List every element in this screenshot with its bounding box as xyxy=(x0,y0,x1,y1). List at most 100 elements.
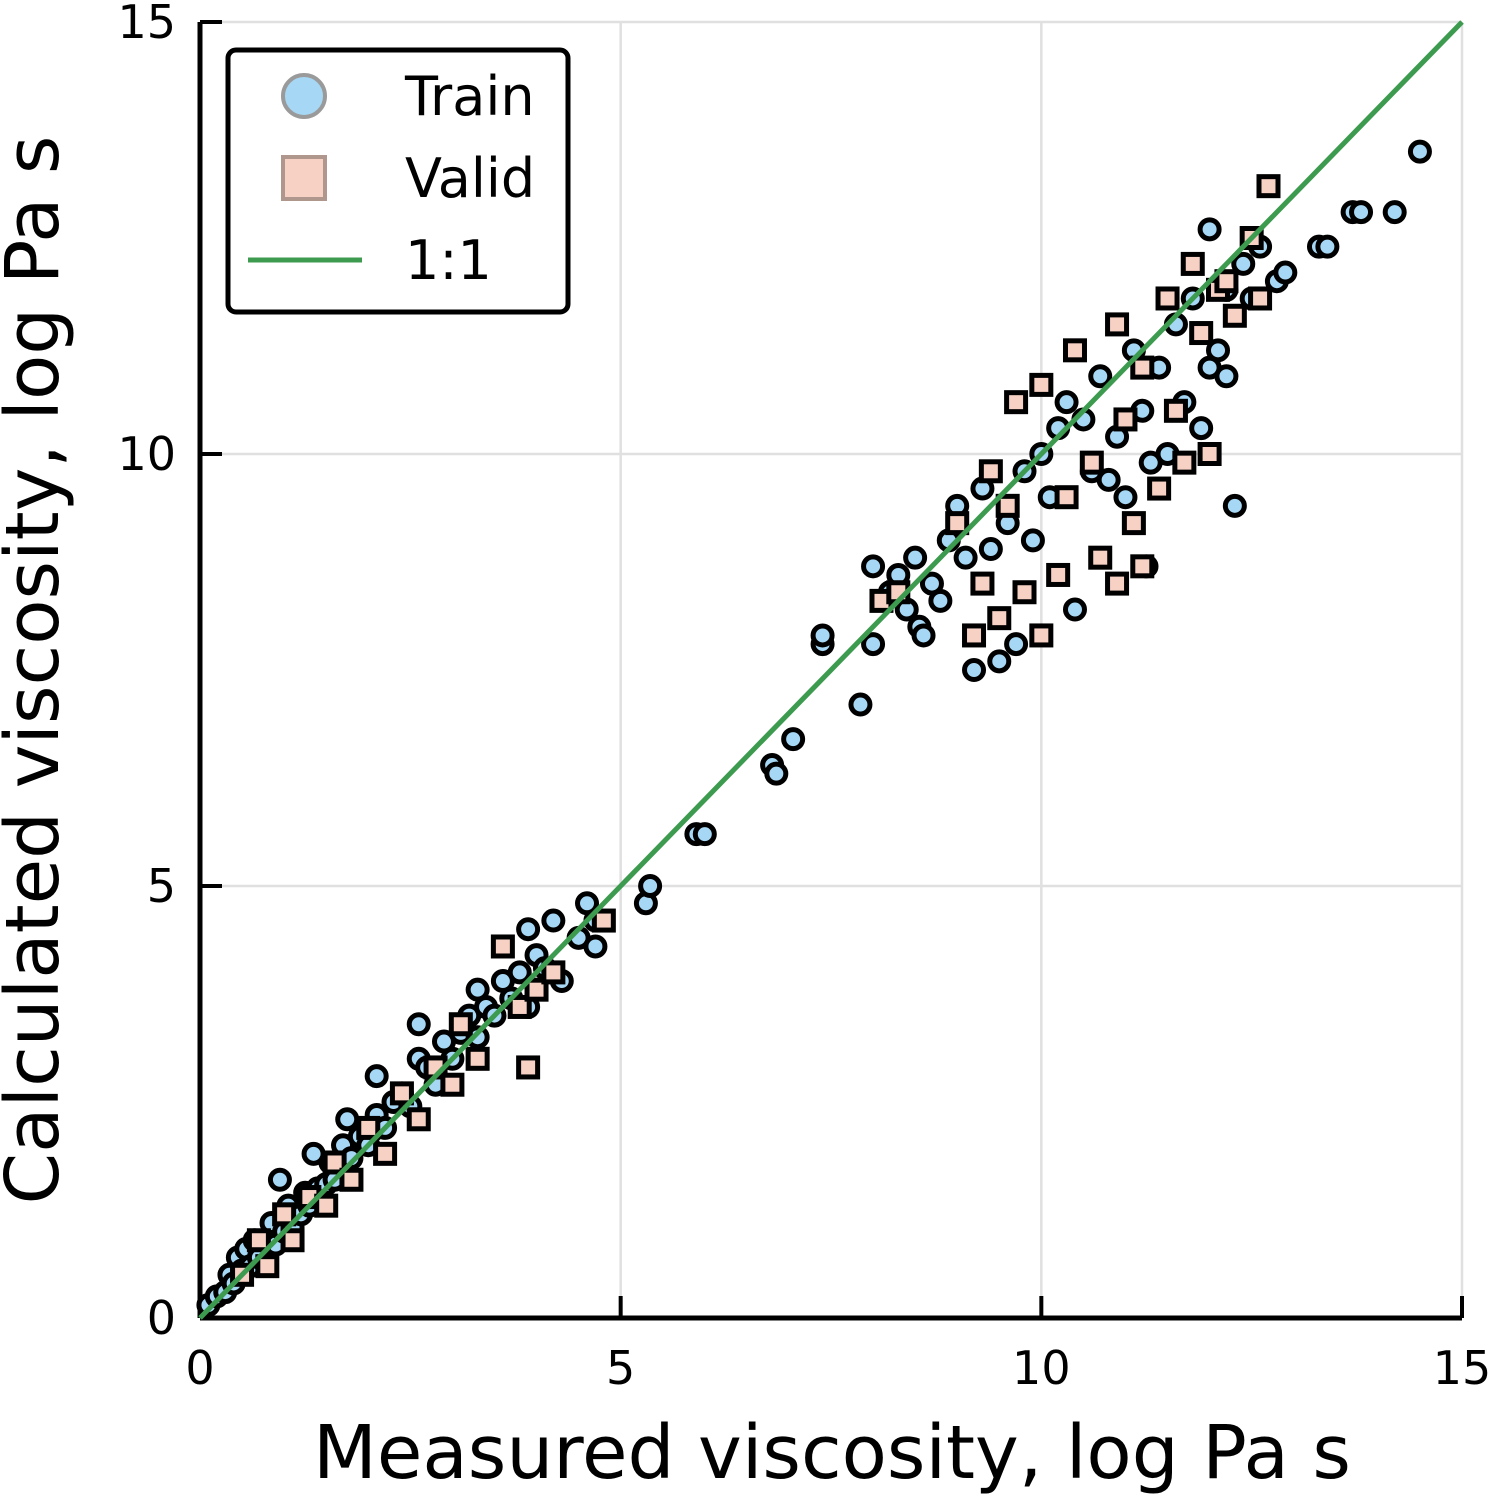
series-line-1-1 xyxy=(198,20,1464,1320)
train-point xyxy=(1349,200,1374,225)
valid-point xyxy=(246,1228,271,1253)
train-point xyxy=(516,917,541,942)
valid-point xyxy=(389,1081,414,1106)
valid-point xyxy=(1155,286,1180,311)
valid-point xyxy=(1113,407,1138,432)
valid-point xyxy=(1012,580,1037,605)
valid-point xyxy=(1222,303,1247,328)
train-point xyxy=(692,822,717,847)
valid-point xyxy=(970,571,995,596)
y-axis-title: Calculated viscosity, log Pa s xyxy=(0,136,76,1205)
valid-point xyxy=(1197,442,1222,466)
valid-point xyxy=(962,623,987,648)
y-tick-label: 10 xyxy=(117,427,176,481)
valid-point xyxy=(516,1055,541,1080)
valid-point xyxy=(356,1115,381,1140)
valid-point xyxy=(1105,571,1130,596)
axis-ticks: 0 5 10 15 0 5 10 15 xyxy=(117,0,1491,1395)
valid-point xyxy=(1105,312,1130,337)
train-point xyxy=(1197,217,1222,242)
valid-point xyxy=(1062,338,1087,363)
train-point xyxy=(911,623,936,648)
train-point xyxy=(541,908,566,933)
train-point xyxy=(465,1025,490,1050)
x-tick-label: 15 xyxy=(1433,1341,1492,1395)
y-tick-label: 0 xyxy=(147,1291,176,1345)
plot-frame xyxy=(197,22,1462,1321)
valid-point xyxy=(272,1202,297,1227)
valid-point xyxy=(978,459,1003,484)
valid-point xyxy=(1180,251,1205,276)
valid-point xyxy=(1004,390,1029,415)
valid-point xyxy=(406,1107,431,1132)
y-tick-label: 5 xyxy=(147,859,176,913)
train-point xyxy=(903,545,928,570)
valid-point xyxy=(1248,286,1273,311)
train-point xyxy=(1273,260,1298,285)
train-point xyxy=(978,537,1003,562)
valid-point xyxy=(1029,372,1054,397)
x-tick-label: 5 xyxy=(606,1341,635,1395)
valid-point xyxy=(373,1141,398,1166)
valid-point xyxy=(1121,511,1146,536)
train-point xyxy=(638,874,663,898)
train-point xyxy=(1189,416,1214,441)
train-point xyxy=(1113,485,1138,510)
train-point xyxy=(1407,139,1432,164)
valid-point xyxy=(1163,398,1188,423)
train-point xyxy=(861,554,886,579)
train-point xyxy=(781,727,806,752)
train-point xyxy=(1096,467,1121,492)
train-point xyxy=(987,649,1012,674)
train-point xyxy=(335,1107,360,1132)
legend-label: Train xyxy=(404,65,535,128)
train-point xyxy=(962,658,987,682)
train-point xyxy=(267,1167,292,1192)
valid-point xyxy=(524,977,549,1002)
valid-point xyxy=(322,1150,347,1175)
train-point xyxy=(810,623,835,648)
valid-point xyxy=(591,908,616,933)
train-point xyxy=(1088,364,1113,389)
train-point xyxy=(764,761,789,786)
valid-point xyxy=(1046,562,1071,587)
x-tick-label: 10 xyxy=(1012,1341,1071,1395)
legend-label: 1:1 xyxy=(405,229,492,292)
valid-point xyxy=(1172,450,1197,475)
valid-point xyxy=(1130,554,1155,579)
train-point xyxy=(848,692,873,717)
valid-point xyxy=(995,493,1020,518)
x-axis-title: Measured viscosity, log Pa s xyxy=(313,1410,1351,1496)
valid-point xyxy=(1054,485,1079,510)
train-point xyxy=(1222,493,1247,518)
train-point xyxy=(364,1064,389,1089)
y-tick-label: 15 xyxy=(117,0,176,49)
valid-point xyxy=(987,606,1012,631)
valid-point xyxy=(1130,355,1155,380)
train-point xyxy=(507,960,532,985)
valid-point xyxy=(255,1254,280,1279)
valid-point xyxy=(448,1012,473,1037)
valid-point xyxy=(314,1193,339,1218)
valid-point xyxy=(280,1228,305,1253)
train-point xyxy=(1382,200,1407,225)
train-point xyxy=(1315,234,1340,259)
train-point xyxy=(1231,251,1256,276)
train-point xyxy=(1054,390,1079,415)
legend-valid-marker xyxy=(281,155,327,201)
valid-point xyxy=(1088,545,1113,570)
valid-point xyxy=(1147,476,1172,501)
valid-point xyxy=(1256,174,1281,199)
valid-point xyxy=(440,1072,465,1097)
valid-point xyxy=(465,1046,490,1071)
train-point xyxy=(1206,338,1231,363)
train-point xyxy=(406,1012,431,1037)
train-point xyxy=(1020,528,1045,553)
valid-point xyxy=(1079,450,1104,475)
train-point xyxy=(583,934,608,959)
legend-train-marker xyxy=(281,73,327,119)
valid-point xyxy=(541,960,566,985)
train-point xyxy=(1004,632,1029,657)
valid-point xyxy=(945,511,970,536)
